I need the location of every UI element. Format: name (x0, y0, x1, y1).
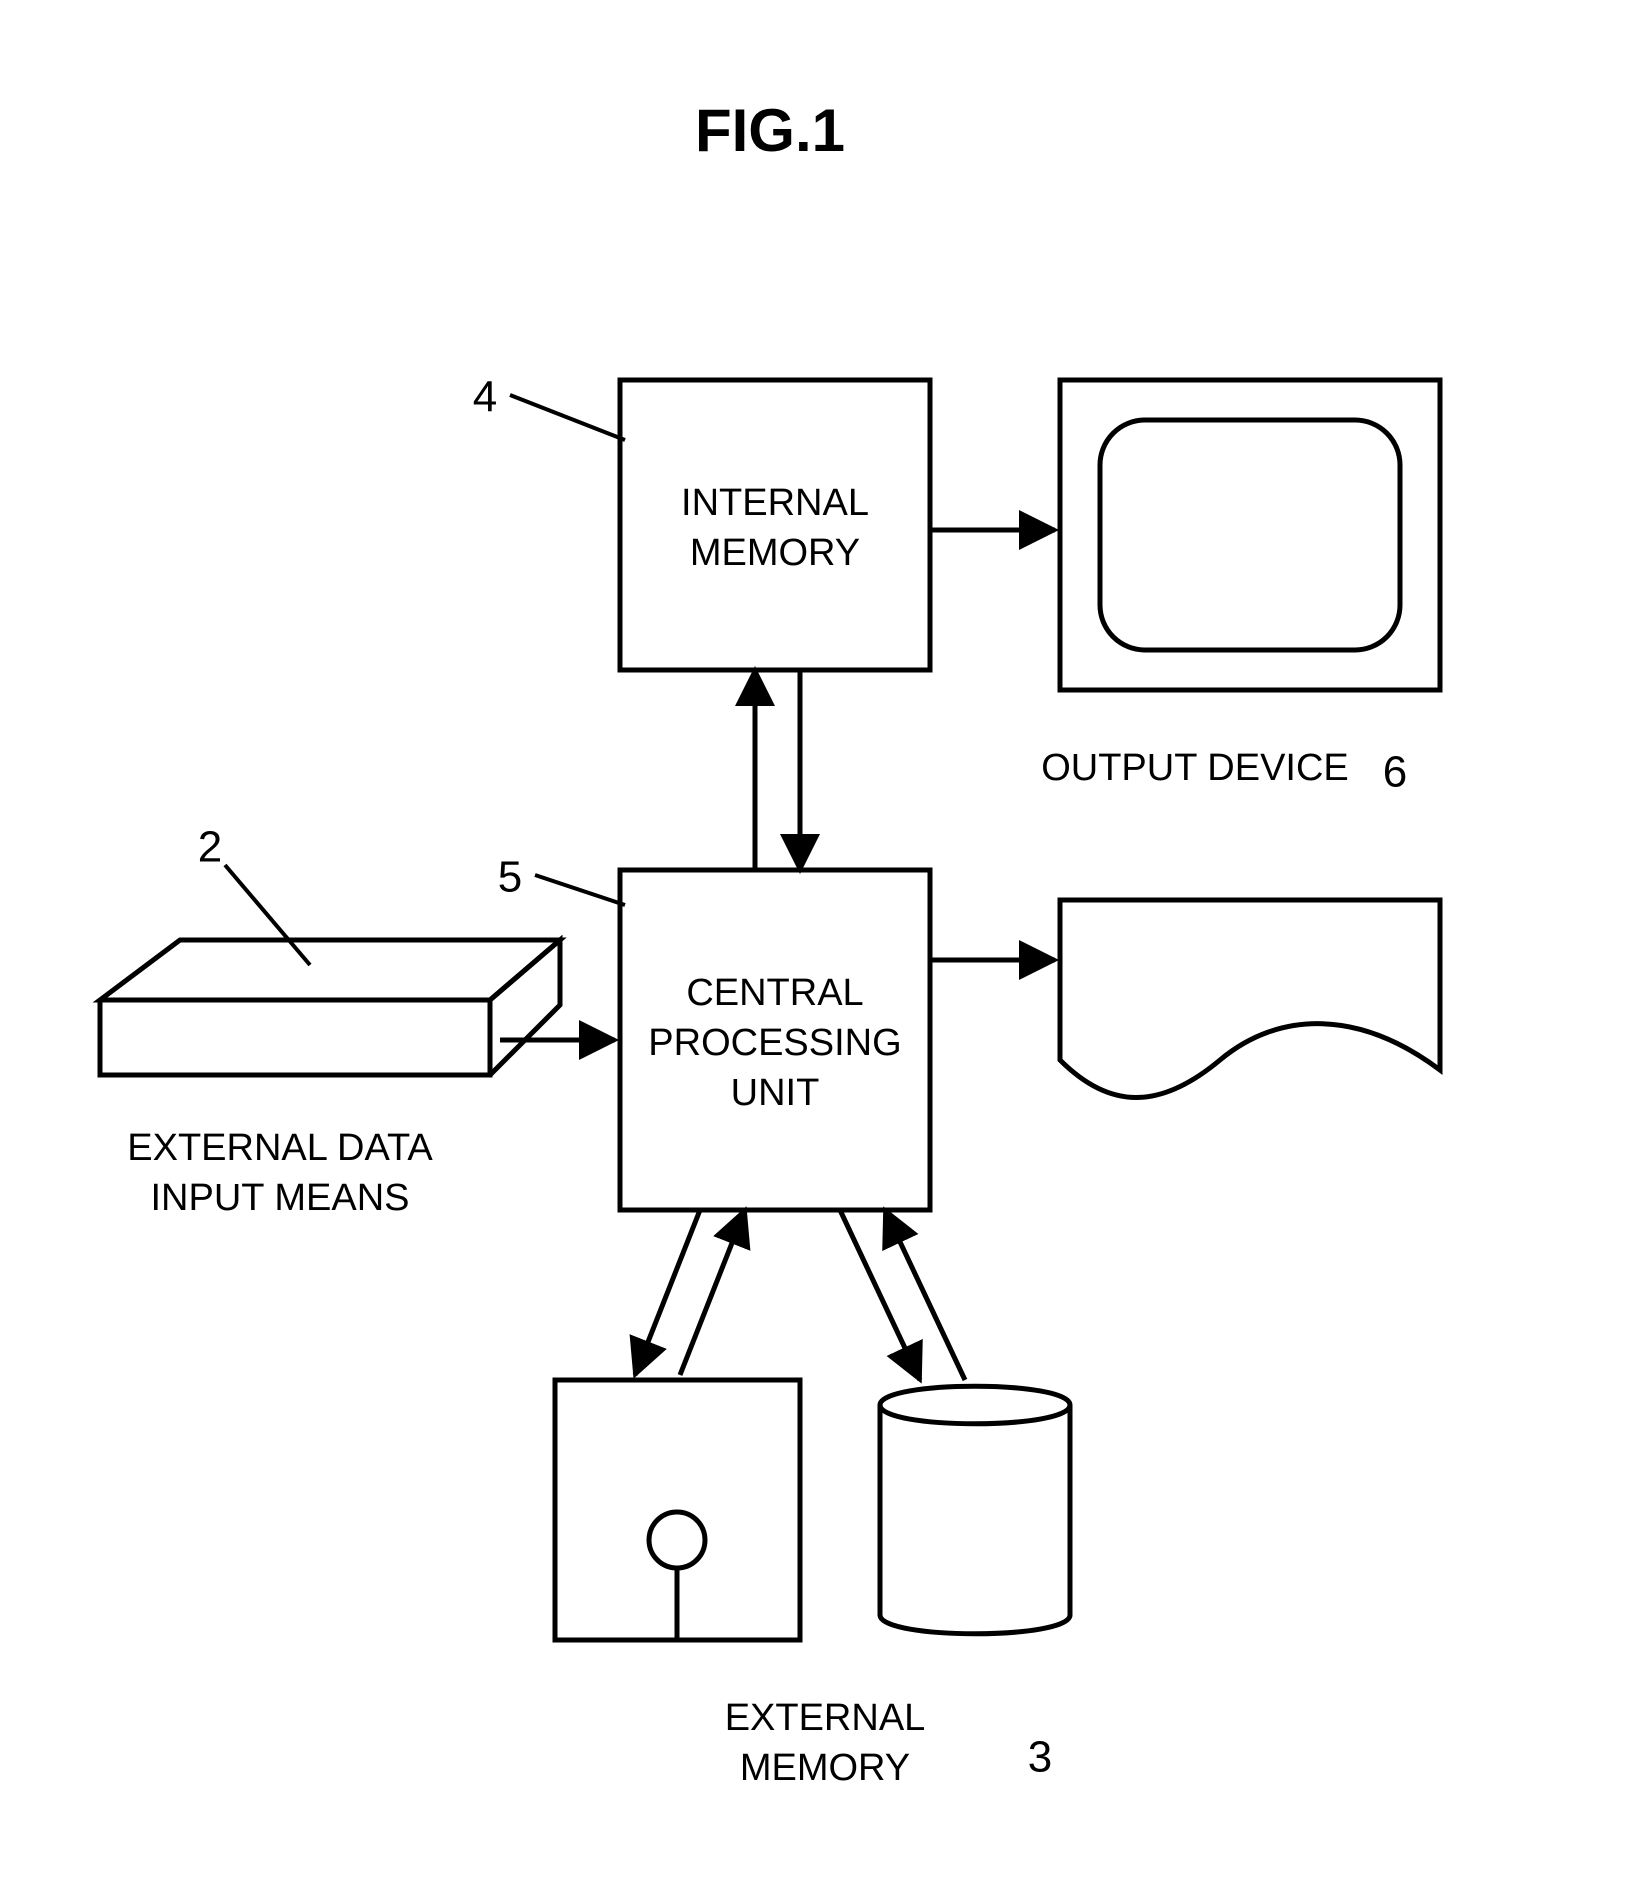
output-paper-icon (1060, 900, 1440, 1098)
ref-2: 2 (198, 823, 222, 872)
floppy-icon (555, 1380, 800, 1640)
input-means-label-2: INPUT MEANS (150, 1177, 409, 1219)
internal-memory-label-2: MEMORY (690, 532, 860, 574)
internal-memory-label-1: INTERNAL (681, 482, 869, 524)
edge-cyl-to-cpu (885, 1210, 965, 1380)
ref-4-leader (510, 395, 625, 440)
internal-memory-node: INTERNAL MEMORY (620, 380, 930, 670)
cylinder-icon (880, 1386, 1070, 1634)
external-memory-label-2: MEMORY (740, 1747, 910, 1789)
ref-6: 6 (1383, 748, 1407, 797)
external-memory-label-1: EXTERNAL (725, 1697, 926, 1739)
cpu-label-2: PROCESSING (648, 1022, 901, 1064)
figure-title: FIG.1 (695, 97, 845, 164)
ref-5: 5 (498, 853, 522, 902)
ref-5-leader (535, 875, 625, 905)
output-monitor-icon (1060, 380, 1440, 690)
ref-2-leader (225, 865, 310, 965)
edge-cpu-to-cyl (840, 1210, 920, 1380)
ref-4: 4 (473, 373, 497, 422)
cpu-node: CENTRAL PROCESSING UNIT (620, 870, 930, 1210)
ref-3: 3 (1028, 1733, 1052, 1782)
cpu-label-3: UNIT (731, 1072, 820, 1114)
output-device-label: OUTPUT DEVICE (1041, 747, 1349, 789)
input-means-label-1: EXTERNAL DATA (127, 1127, 433, 1169)
cpu-label-1: CENTRAL (686, 972, 863, 1014)
input-means-icon (100, 940, 560, 1075)
